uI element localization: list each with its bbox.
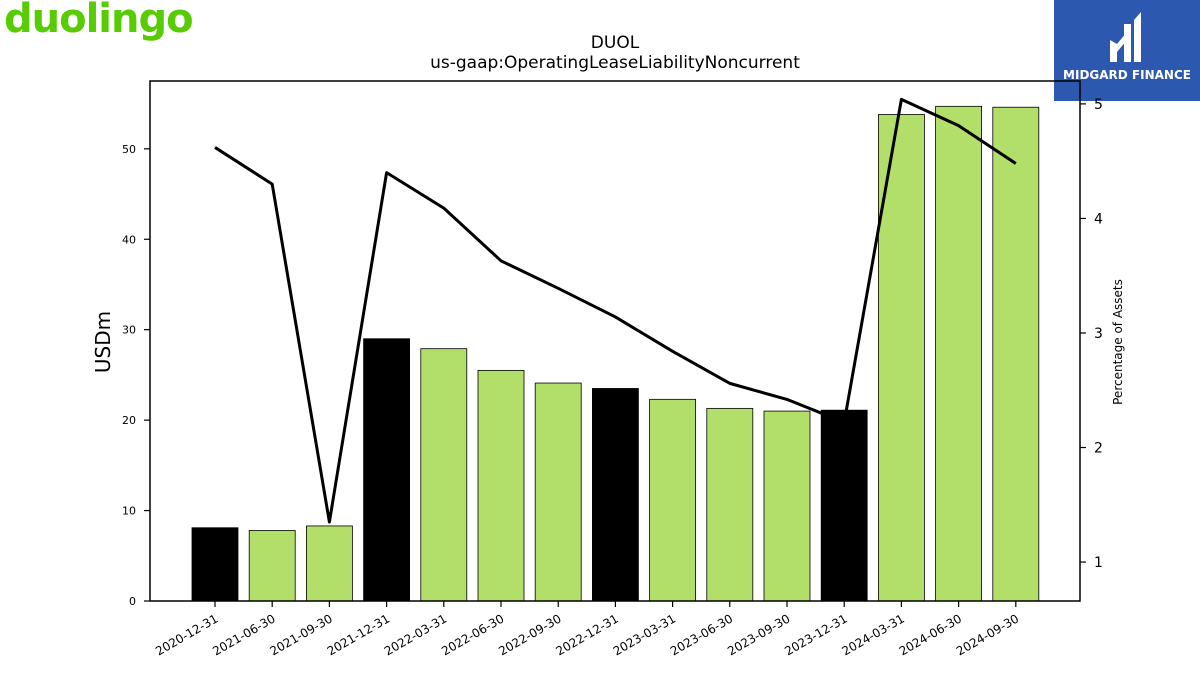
x-tick-label: 2021-12-31: [325, 611, 392, 658]
bar: [706, 407, 754, 602]
x-tick-label: 2021-09-30: [267, 611, 334, 658]
y2-tick-label: 3: [1094, 326, 1103, 342]
bar: [477, 369, 525, 602]
x-tick-label: 2024-09-30: [954, 611, 1021, 658]
bar: [248, 530, 296, 602]
x-tick-label: 2022-12-31: [553, 611, 620, 658]
badge-label: MIDGARD FINANCE: [1063, 68, 1191, 82]
midgard-logo-icon: [1110, 12, 1141, 62]
x-tick-label: 2023-09-30: [725, 611, 792, 658]
midgard-finance-badge: MIDGARD FINANCE: [1054, 0, 1200, 101]
y-tick-label: 40: [122, 233, 136, 246]
x-tick-label: 2024-06-30: [897, 611, 964, 658]
bar: [935, 105, 982, 602]
duolingo-logo: duolingo: [4, 0, 194, 42]
bar: [420, 348, 468, 602]
y-tick-label: 20: [122, 414, 136, 427]
x-tick-label: 2020-12-31: [153, 611, 220, 658]
y-tick-label: 50: [122, 143, 136, 156]
bar: [534, 382, 582, 602]
x-tick-label: 2021-06-30: [210, 611, 277, 658]
y2-tick-label: 1: [1094, 555, 1103, 571]
y2-tick-label: 2: [1094, 441, 1103, 457]
bar: [592, 388, 639, 602]
chart-title: DUOL: [591, 33, 640, 53]
chart-subtitle: us-gaap:OperatingLeaseLiabilityNoncurren…: [430, 53, 800, 73]
bar: [763, 410, 811, 602]
y-axis-label: USDm: [91, 311, 115, 373]
x-tick-label: 2023-06-30: [668, 611, 735, 658]
bar: [878, 114, 925, 602]
bar: [992, 106, 1040, 602]
y2-tick-label: 5: [1094, 97, 1103, 113]
bar: [305, 525, 353, 602]
y-tick-label: 0: [129, 595, 136, 608]
y-tick-label: 10: [122, 505, 136, 518]
bar: [649, 398, 696, 602]
y2-axis-label: Percentage of Assets: [1111, 279, 1125, 405]
y2-tick-label: 4: [1094, 211, 1103, 227]
x-tick-label: 2024-03-31: [839, 611, 906, 658]
percentage-line: [214, 97, 1017, 524]
x-tick-label: 2022-03-31: [382, 611, 449, 658]
x-tick-label: 2023-12-31: [782, 611, 849, 658]
y-tick-label: 30: [122, 324, 136, 337]
bar: [191, 527, 239, 602]
bar: [363, 338, 411, 602]
x-tick-label: 2022-06-30: [439, 611, 506, 658]
x-tick-label: 2023-03-31: [611, 611, 678, 658]
bar: [820, 409, 868, 602]
x-tick-label: 2022-09-30: [496, 611, 563, 658]
